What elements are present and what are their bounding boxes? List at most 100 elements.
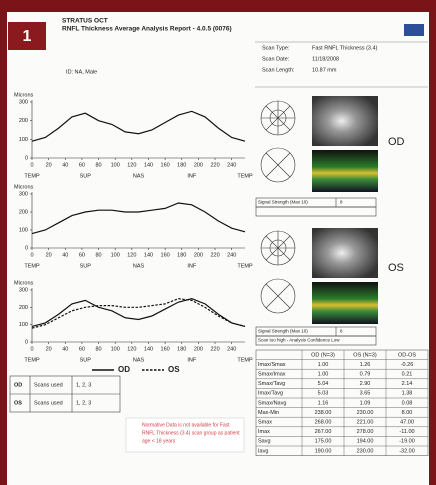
x-tick-label: 140 [144, 346, 153, 352]
stats-header: OD (N=3) [311, 352, 335, 358]
scan-key: Scan Length: [262, 67, 295, 73]
y-tick-label: 0 [25, 155, 28, 161]
x-tick-label: 220 [210, 252, 219, 258]
stats-cell: 2.90 [360, 381, 371, 387]
stats-cell: 1.00 [318, 362, 329, 368]
legend-label: OD [118, 365, 130, 374]
stats-cell: 1.09 [360, 400, 371, 406]
stats-cell: Smax [258, 419, 272, 425]
note: RNFL Thickness (3.4) scan group as patie… [142, 430, 240, 436]
stats-cell: 2.14 [402, 381, 413, 387]
scans-cell: Scans used [34, 400, 63, 406]
oct-scan [312, 282, 378, 324]
patient: ID: NA, Male [66, 69, 97, 75]
stats-cell: 221.00 [357, 419, 374, 425]
logo [404, 24, 424, 36]
stats-cell: Smax/Tavg [258, 381, 285, 387]
x-tick-label: 200 [194, 346, 203, 352]
x-tick-label: 180 [177, 252, 186, 258]
y-tick-label: 300 [19, 287, 28, 293]
region-label: NAS [133, 357, 145, 363]
y-tick-label: 100 [19, 322, 28, 328]
stats-cell: 190.00 [315, 448, 332, 454]
stats-cell: 268.00 [315, 419, 332, 425]
stats-cell: 230.00 [357, 448, 374, 454]
oct-scan [312, 150, 378, 192]
x-tick-label: 100 [111, 162, 120, 168]
eye-label: OS [388, 262, 404, 274]
scans-cell: 1, 2, 3 [76, 400, 91, 406]
x-tick-label: 120 [127, 252, 136, 258]
scans-cell: 1, 2, 3 [76, 382, 91, 388]
region-label: SUP [80, 357, 92, 363]
x-tick-label: 120 [127, 162, 136, 168]
region-label: INF [187, 263, 197, 269]
y-axis-label: Microns [14, 184, 34, 190]
fundus-image [312, 96, 378, 146]
y-tick-label: 100 [19, 137, 28, 143]
stats-cell: 8.00 [402, 410, 413, 416]
region-label: NAS [133, 263, 145, 269]
x-tick-label: 20 [46, 252, 52, 258]
region-label: SUP [80, 263, 92, 269]
scan-key: Scan Date: [262, 56, 290, 62]
region-label: INF [187, 357, 197, 363]
stats-cell: Savg [258, 439, 271, 445]
legend-label: OS [168, 365, 180, 374]
stats-cell: -11.00 [399, 429, 414, 435]
stats-cell: 47.00 [400, 419, 414, 425]
stats-cell: -0.26 [401, 362, 414, 368]
region-label: TEMP [24, 173, 40, 179]
region-label: TEMP [237, 263, 253, 269]
signal-label: Signal Strength (Max 10) [258, 200, 308, 205]
badge: 1 [23, 28, 32, 45]
stats-cell: -19.00 [399, 439, 415, 445]
x-tick-label: 220 [210, 162, 219, 168]
x-tick-label: 140 [144, 252, 153, 258]
y-tick-label: 0 [25, 339, 28, 345]
stats-cell: 0.08 [402, 400, 413, 406]
x-tick-label: 60 [79, 252, 85, 258]
x-tick-label: 200 [194, 252, 203, 258]
page: {"badge": "1", "header": {"title": "STRA… [0, 0, 436, 485]
x-tick-label: 60 [79, 346, 85, 352]
region-label: NAS [133, 173, 145, 179]
x-tick-label: 180 [177, 346, 186, 352]
stats-cell: Iavg [258, 448, 268, 454]
stats-cell: Smax/Imax [258, 371, 286, 377]
stats-cell: 230.00 [357, 410, 374, 416]
region-label: TEMP [24, 357, 40, 363]
scan-value: Fast RNFL Thickness (3.4) [312, 45, 378, 51]
stats-cell: 5.03 [318, 391, 329, 397]
x-tick-label: 240 [227, 346, 236, 352]
x-tick-label: 80 [96, 252, 102, 258]
x-tick-label: 180 [177, 162, 186, 168]
stats-cell: 1.16 [318, 400, 329, 406]
stats-cell: 238.00 [315, 410, 332, 416]
region-label: TEMP [237, 357, 253, 363]
x-tick-label: 0 [30, 162, 33, 168]
stats-cell: 175.00 [315, 439, 332, 445]
stats-cell: Imax/Smax [258, 362, 286, 368]
x-tick-label: 200 [194, 162, 203, 168]
title: STRATUS OCT [62, 18, 108, 25]
region-label: TEMP [24, 263, 40, 269]
scan-key: Scan Type: [262, 45, 290, 51]
report: 1 STRATUS OCT RNFL Thickness Average Ana… [0, 0, 436, 485]
x-tick-label: 20 [46, 346, 52, 352]
x-tick-label: 240 [227, 162, 236, 168]
signal-label: Signal Strength (Max 10) [258, 329, 308, 334]
scan-value: 10.87 mm [312, 67, 337, 73]
x-tick-label: 100 [111, 346, 120, 352]
x-tick-label: 60 [79, 162, 85, 168]
scan-value: 11/18/2008 [312, 56, 339, 62]
x-tick-label: 80 [96, 162, 102, 168]
note: age < 18 years [142, 438, 176, 444]
stats-cell: Max-Min [258, 410, 279, 416]
x-tick-label: 0 [30, 346, 33, 352]
stats-cell: -32.00 [399, 448, 415, 454]
x-tick-label: 120 [127, 346, 136, 352]
scans-cell: Scans used [34, 382, 63, 388]
x-tick-label: 20 [46, 162, 52, 168]
x-tick-label: 160 [161, 252, 170, 258]
